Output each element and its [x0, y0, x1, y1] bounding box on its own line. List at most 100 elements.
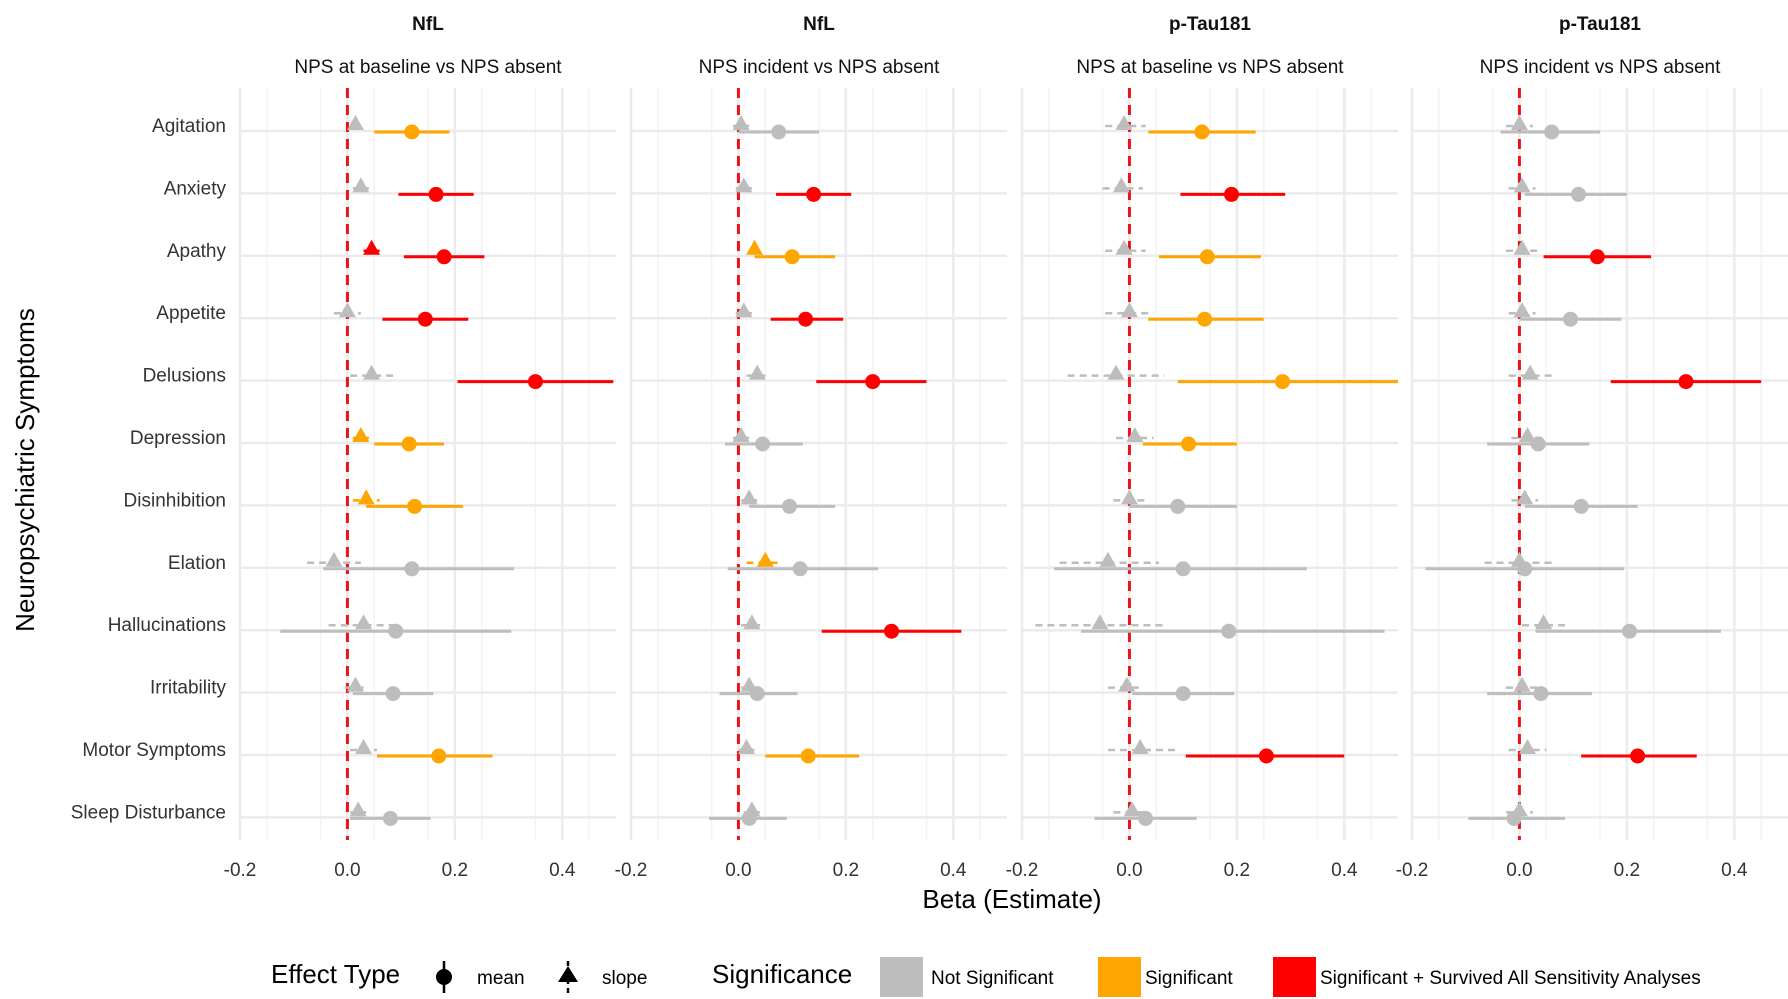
- slope-point-depression: [1518, 427, 1536, 442]
- slope-point-elation: [325, 551, 343, 567]
- slope-point-depression: [732, 427, 750, 442]
- legend: Effect Type mean slope Significance Not …: [271, 957, 1701, 997]
- mean-point-irritability: [385, 686, 401, 702]
- slope-point-irritability: [1513, 676, 1531, 692]
- mean-point-sleep-disturbance: [382, 810, 398, 826]
- legend-swatch-not-significant: [880, 957, 923, 997]
- x-tick-label: 0.4: [1331, 860, 1358, 881]
- mean-point-sleep-disturbance: [741, 810, 757, 826]
- legend-swatch-survived: [1273, 957, 1316, 997]
- slope-point-agitation: [732, 115, 750, 130]
- mean-point-irritability: [1175, 686, 1191, 702]
- y-axis-labels: Agitation Anxiety Apathy Appetite Delusions D…: [71, 116, 227, 823]
- slope-point-agitation: [1115, 115, 1133, 130]
- x-tick-label: -0.2: [1396, 860, 1429, 881]
- legend-label-not-significant: Not Significant: [931, 968, 1054, 989]
- mean-point-sleep-disturbance: [1506, 810, 1522, 826]
- x-tick-label: 0.0: [725, 860, 751, 881]
- mean-point-apathy: [784, 249, 800, 265]
- legend-effect-title: Effect Type: [271, 959, 400, 989]
- slope-point-hallucinations: [743, 614, 761, 630]
- mean-point-delusions: [865, 374, 881, 390]
- legend-label-survived: Significant + Survived All Sensitivity A…: [1320, 968, 1701, 989]
- slope-point-motor-symptoms: [355, 739, 373, 754]
- slope-point-disinhibition: [740, 489, 758, 505]
- mean-point-depression: [1181, 436, 1197, 452]
- x-tick-label: 0.0: [1116, 860, 1142, 881]
- mean-point-appetite: [1562, 311, 1578, 327]
- slope-point-anxiety: [352, 177, 370, 193]
- slope-point-sleep-disturbance: [349, 801, 367, 817]
- y-tick-label-agitation: Agitation: [152, 116, 226, 137]
- slope-point-hallucinations: [355, 614, 373, 630]
- slope-point-disinhibition: [1516, 489, 1534, 505]
- slope-point-hallucinations: [1091, 614, 1109, 630]
- mean-point-appetite: [417, 311, 433, 327]
- panel-subtitle: NPS incident vs NPS absent: [699, 57, 941, 78]
- mean-point-irritability: [1533, 686, 1549, 702]
- panel-title: p-Tau181: [1559, 14, 1641, 35]
- legend-key-slope: [558, 961, 578, 993]
- mean-point-delusions: [1275, 374, 1291, 390]
- mean-point-elation: [792, 561, 808, 577]
- mean-point-apathy: [436, 249, 452, 265]
- mean-point-irritability: [749, 686, 765, 702]
- mean-point-motor-symptoms: [1630, 748, 1646, 764]
- mean-point-apathy: [1199, 249, 1215, 265]
- x-tick-label: 0.0: [1506, 860, 1532, 881]
- slope-point-delusions: [363, 364, 381, 380]
- x-tick-label: 0.2: [1614, 860, 1640, 881]
- slope-point-irritability: [346, 676, 364, 692]
- mean-point-anxiety: [428, 186, 444, 202]
- legend-label-significant: Significant: [1145, 968, 1233, 989]
- legend-key-mean: [436, 961, 452, 993]
- slope-point-appetite: [338, 302, 356, 318]
- mean-point-anxiety: [1223, 186, 1239, 202]
- slope-point-anxiety: [1112, 177, 1130, 193]
- slope-point-anxiety: [735, 177, 753, 193]
- slope-point-irritability: [1118, 676, 1136, 692]
- slope-point-apathy: [363, 239, 381, 255]
- mean-point-disinhibition: [781, 498, 797, 514]
- x-tick-label: 0.4: [940, 860, 967, 881]
- y-tick-label-elation: Elation: [168, 553, 226, 574]
- panel-3: p-Tau181 NPS at baseline vs NPS absent -0.…: [1006, 14, 1398, 881]
- slope-point-disinhibition: [357, 489, 375, 505]
- panel-4: p-Tau181 NPS incident vs NPS absent -0.2 0.…: [1396, 14, 1788, 881]
- mean-point-depression: [1530, 436, 1546, 452]
- mean-point-agitation: [1194, 124, 1210, 140]
- slope-point-motor-symptoms: [1131, 739, 1149, 754]
- mean-point-depression: [401, 436, 417, 452]
- x-tick-label: -0.2: [615, 860, 648, 881]
- mean-point-disinhibition: [1573, 498, 1589, 514]
- mean-point-delusions: [1678, 374, 1694, 390]
- slope-point-delusions: [1521, 364, 1539, 380]
- x-tick-label: 0.4: [1721, 860, 1748, 881]
- mean-point-sleep-disturbance: [1138, 810, 1154, 826]
- panel-title: NfL: [412, 14, 444, 35]
- y-tick-label-motor-symptoms: Motor Symptoms: [82, 740, 226, 761]
- slope-point-agitation: [1510, 115, 1528, 130]
- mean-point-hallucinations: [1622, 623, 1638, 639]
- slope-point-apathy: [1513, 239, 1531, 255]
- mean-point-disinhibition: [407, 498, 423, 514]
- slope-point-motor-symptoms: [737, 739, 755, 754]
- slope-point-disinhibition: [1120, 489, 1138, 505]
- slope-point-depression: [352, 427, 370, 442]
- panel-subtitle: NPS at baseline vs NPS absent: [294, 57, 562, 78]
- panel-2: NfL NPS incident vs NPS absent -0.2 0.0 0.2 0…: [615, 14, 1007, 881]
- mean-point-apathy: [1589, 249, 1605, 265]
- slope-point-delusions: [1107, 364, 1125, 380]
- x-tick-label: 0.0: [334, 860, 360, 881]
- mean-point-agitation: [404, 124, 420, 140]
- slope-point-agitation: [346, 115, 364, 130]
- y-tick-label-irritability: Irritability: [150, 678, 227, 699]
- panel-subtitle: NPS at baseline vs NPS absent: [1076, 57, 1344, 78]
- slope-point-appetite: [1513, 302, 1531, 318]
- mean-point-agitation: [771, 124, 787, 140]
- y-tick-label-sleep-disturbance: Sleep Disturbance: [71, 802, 226, 823]
- y-tick-label-depression: Depression: [130, 428, 226, 449]
- slope-point-sleep-disturbance: [1123, 801, 1141, 817]
- x-tick-label: 0.4: [549, 860, 576, 881]
